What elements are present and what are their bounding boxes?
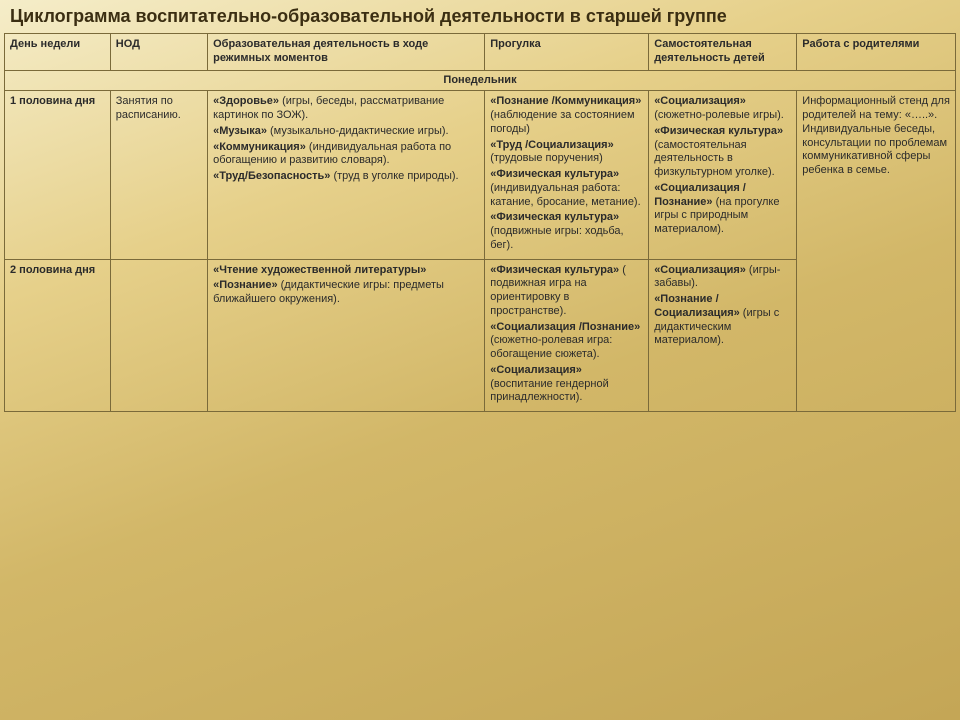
text-segment: «Коммуникация» (индивидуальная работа по…	[213, 141, 479, 169]
row2-label: 2 половина дня	[5, 259, 111, 412]
text-segment: «Физическая культура» (индивидуальная ра…	[490, 168, 643, 209]
text-segment: «Познание /Социализация» (игры с дидакти…	[654, 293, 791, 348]
text-segment: «Познание» (дидактические игры: предметы…	[213, 279, 479, 307]
row2-nod	[110, 259, 207, 412]
col-rod: Работа с родителями	[797, 34, 956, 71]
col-sam: Самостоятельная деятельность детей	[649, 34, 797, 71]
text-segment: «Социализация» (воспитание гендерной при…	[490, 364, 643, 405]
text-segment: «Физическая культура» (подвижные игры: х…	[490, 211, 643, 252]
row1-sam: «Социализация» (сюжетно-ролевые игры).«Ф…	[649, 91, 797, 259]
text-segment: «Здоровье» (игры, беседы, рассматривание…	[213, 95, 479, 123]
page-title: Циклограмма воспитательно-образовательно…	[10, 6, 956, 27]
text-segment: «Социализация» (игры-забавы).	[654, 264, 791, 292]
page: Циклограмма воспитательно-образовательно…	[0, 0, 960, 720]
row1-obr: «Здоровье» (игры, беседы, рассматривание…	[208, 91, 485, 259]
row-first-half: 1 половина дня Занятия по расписанию. «З…	[5, 91, 956, 259]
day-of-week-row: Понедельник	[5, 70, 956, 91]
text-segment: «Музыка» (музыкально-дидактические игры)…	[213, 125, 479, 139]
row1-nod: Занятия по расписанию.	[110, 91, 207, 259]
text-segment: «Социализация» (сюжетно-ролевые игры).	[654, 95, 791, 123]
col-day: День недели	[5, 34, 111, 71]
col-prog: Прогулка	[485, 34, 649, 71]
header-row: День недели НОД Образовательная деятельн…	[5, 34, 956, 71]
text-segment: «Познание /Коммуникация» (наблюдение за …	[490, 95, 643, 136]
row2-prog: «Физическая культура» ( подвижная игра н…	[485, 259, 649, 412]
text-segment: «Физическая культура» ( подвижная игра н…	[490, 264, 643, 319]
text-segment: «Физическая культура» (самостоятельная д…	[654, 125, 791, 180]
text-segment: «Социализация /Познание» (на прогулке иг…	[654, 182, 791, 237]
row2-sam: «Социализация» (игры-забавы).«Познание /…	[649, 259, 797, 412]
text-segment: «Социализация /Познание» (сюжетно-ролева…	[490, 321, 643, 362]
row1-label: 1 половина дня	[5, 91, 111, 259]
col-obr: Образовательная деятельность в ходе режи…	[208, 34, 485, 71]
row-parents: Информационный стенд для родителей на те…	[797, 91, 956, 412]
text-segment: «Чтение художественной литературы»	[213, 264, 479, 278]
cyclogram-table: День недели НОД Образовательная деятельн…	[4, 33, 956, 412]
row2-obr: «Чтение художественной литературы»«Позна…	[208, 259, 485, 412]
text-segment: «Труд/Безопасность» (труд в уголке приро…	[213, 170, 479, 184]
day-of-week: Понедельник	[5, 70, 956, 91]
row1-prog: «Познание /Коммуникация» (наблюдение за …	[485, 91, 649, 259]
text-segment: «Труд /Социализация» (трудовые поручения…	[490, 139, 643, 167]
col-nod: НОД	[110, 34, 207, 71]
